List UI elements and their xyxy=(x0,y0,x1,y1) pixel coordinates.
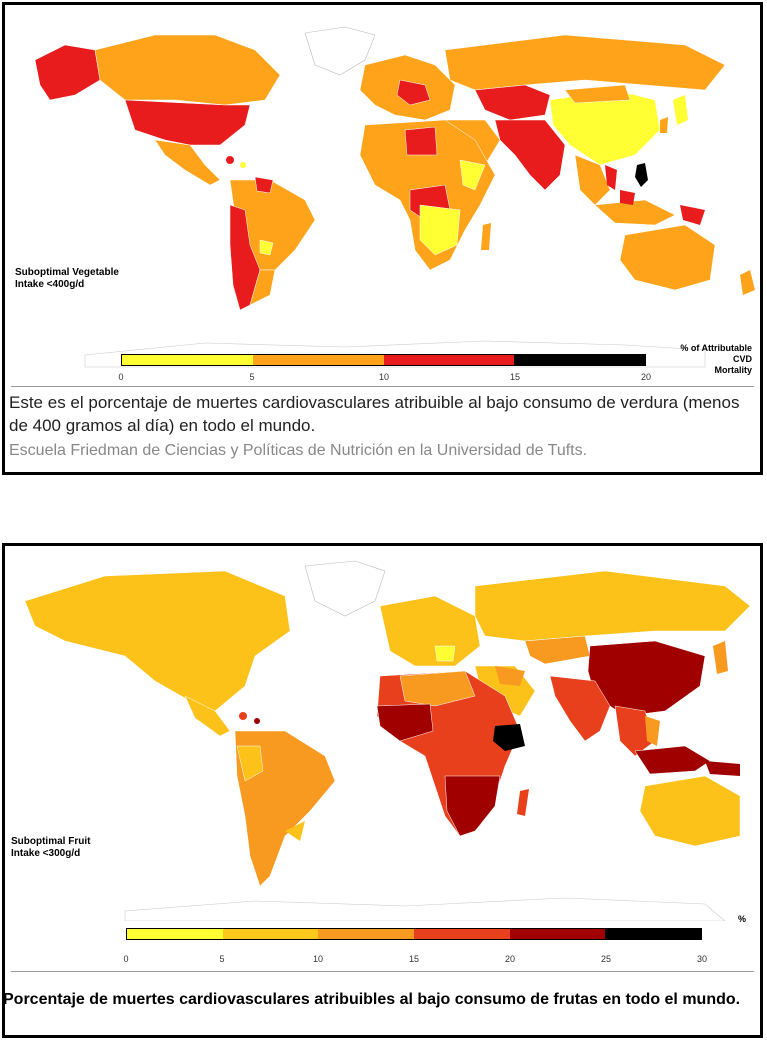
fruit-world-map xyxy=(24,560,751,921)
fruit-map-label: Suboptimal Fruit Intake <300g/d xyxy=(11,836,91,859)
fruit-legend-title: % xyxy=(737,914,746,924)
map-region-alaska xyxy=(34,44,101,101)
legend-swatch xyxy=(252,355,384,365)
vegetable-credit: Escuela Friedman de Ciencias y Políticas… xyxy=(9,442,588,459)
map-region-russia xyxy=(444,34,726,91)
legend-tick: 5 xyxy=(219,954,225,964)
map-region-canada xyxy=(94,34,281,106)
vegetable-panel: Suboptimal Vegetable Intake <400g/d 0 5 … xyxy=(2,2,763,475)
map-region-usa xyxy=(124,99,251,146)
legend-tick: 25 xyxy=(600,954,612,964)
legend-tick: 15 xyxy=(408,954,420,964)
legend-tick: 10 xyxy=(312,954,324,964)
legend-swatch xyxy=(383,355,515,365)
legend-tick: 10 xyxy=(378,372,390,382)
legend-swatch xyxy=(127,929,223,939)
vegetable-map-label: Suboptimal Vegetable Intake <400g/d xyxy=(15,267,119,290)
map-region-australia xyxy=(619,224,716,291)
fruit-panel: Suboptimal Fruit Intake <300g/d 0 5 10 1… xyxy=(2,543,763,1038)
legend-swatch xyxy=(318,929,415,939)
map-region-china xyxy=(587,640,706,717)
vegetable-world-map xyxy=(34,26,755,368)
map-region-mexico xyxy=(154,139,221,186)
vegetable-legend-bar xyxy=(121,354,646,366)
map-region-ethiopia xyxy=(493,724,525,751)
map-region-australia xyxy=(639,775,741,847)
map-region-india xyxy=(494,119,566,191)
legend-tick: 5 xyxy=(249,372,255,382)
legend-swatch xyxy=(509,929,606,939)
legend-tick: 0 xyxy=(123,954,129,964)
legend-tick: 0 xyxy=(118,372,124,382)
legend-swatch xyxy=(222,929,319,939)
map-region-russia xyxy=(474,570,751,642)
legend-swatch xyxy=(414,929,510,939)
legend-tick: 20 xyxy=(640,372,652,382)
vegetable-caption: Este es el porcentaje de muertes cardiov… xyxy=(9,393,740,435)
legend-swatch xyxy=(122,355,253,365)
map-region-china xyxy=(549,89,661,166)
map-region-north-america xyxy=(24,570,291,712)
map-region-india xyxy=(549,675,611,742)
fruit-caption: Porcentaje de muertes cardiovasculares a… xyxy=(3,991,741,1008)
legend-swatch xyxy=(605,929,702,939)
legend-tick: 20 xyxy=(504,954,516,964)
map-region-europe xyxy=(379,595,481,667)
legend-tick: 30 xyxy=(696,954,708,964)
vegetable-legend-title: % of Attributable CVD Mortality xyxy=(680,343,752,375)
legend-tick: 15 xyxy=(509,372,521,382)
legend-swatch xyxy=(514,355,645,365)
fruit-legend-bar xyxy=(126,928,702,940)
